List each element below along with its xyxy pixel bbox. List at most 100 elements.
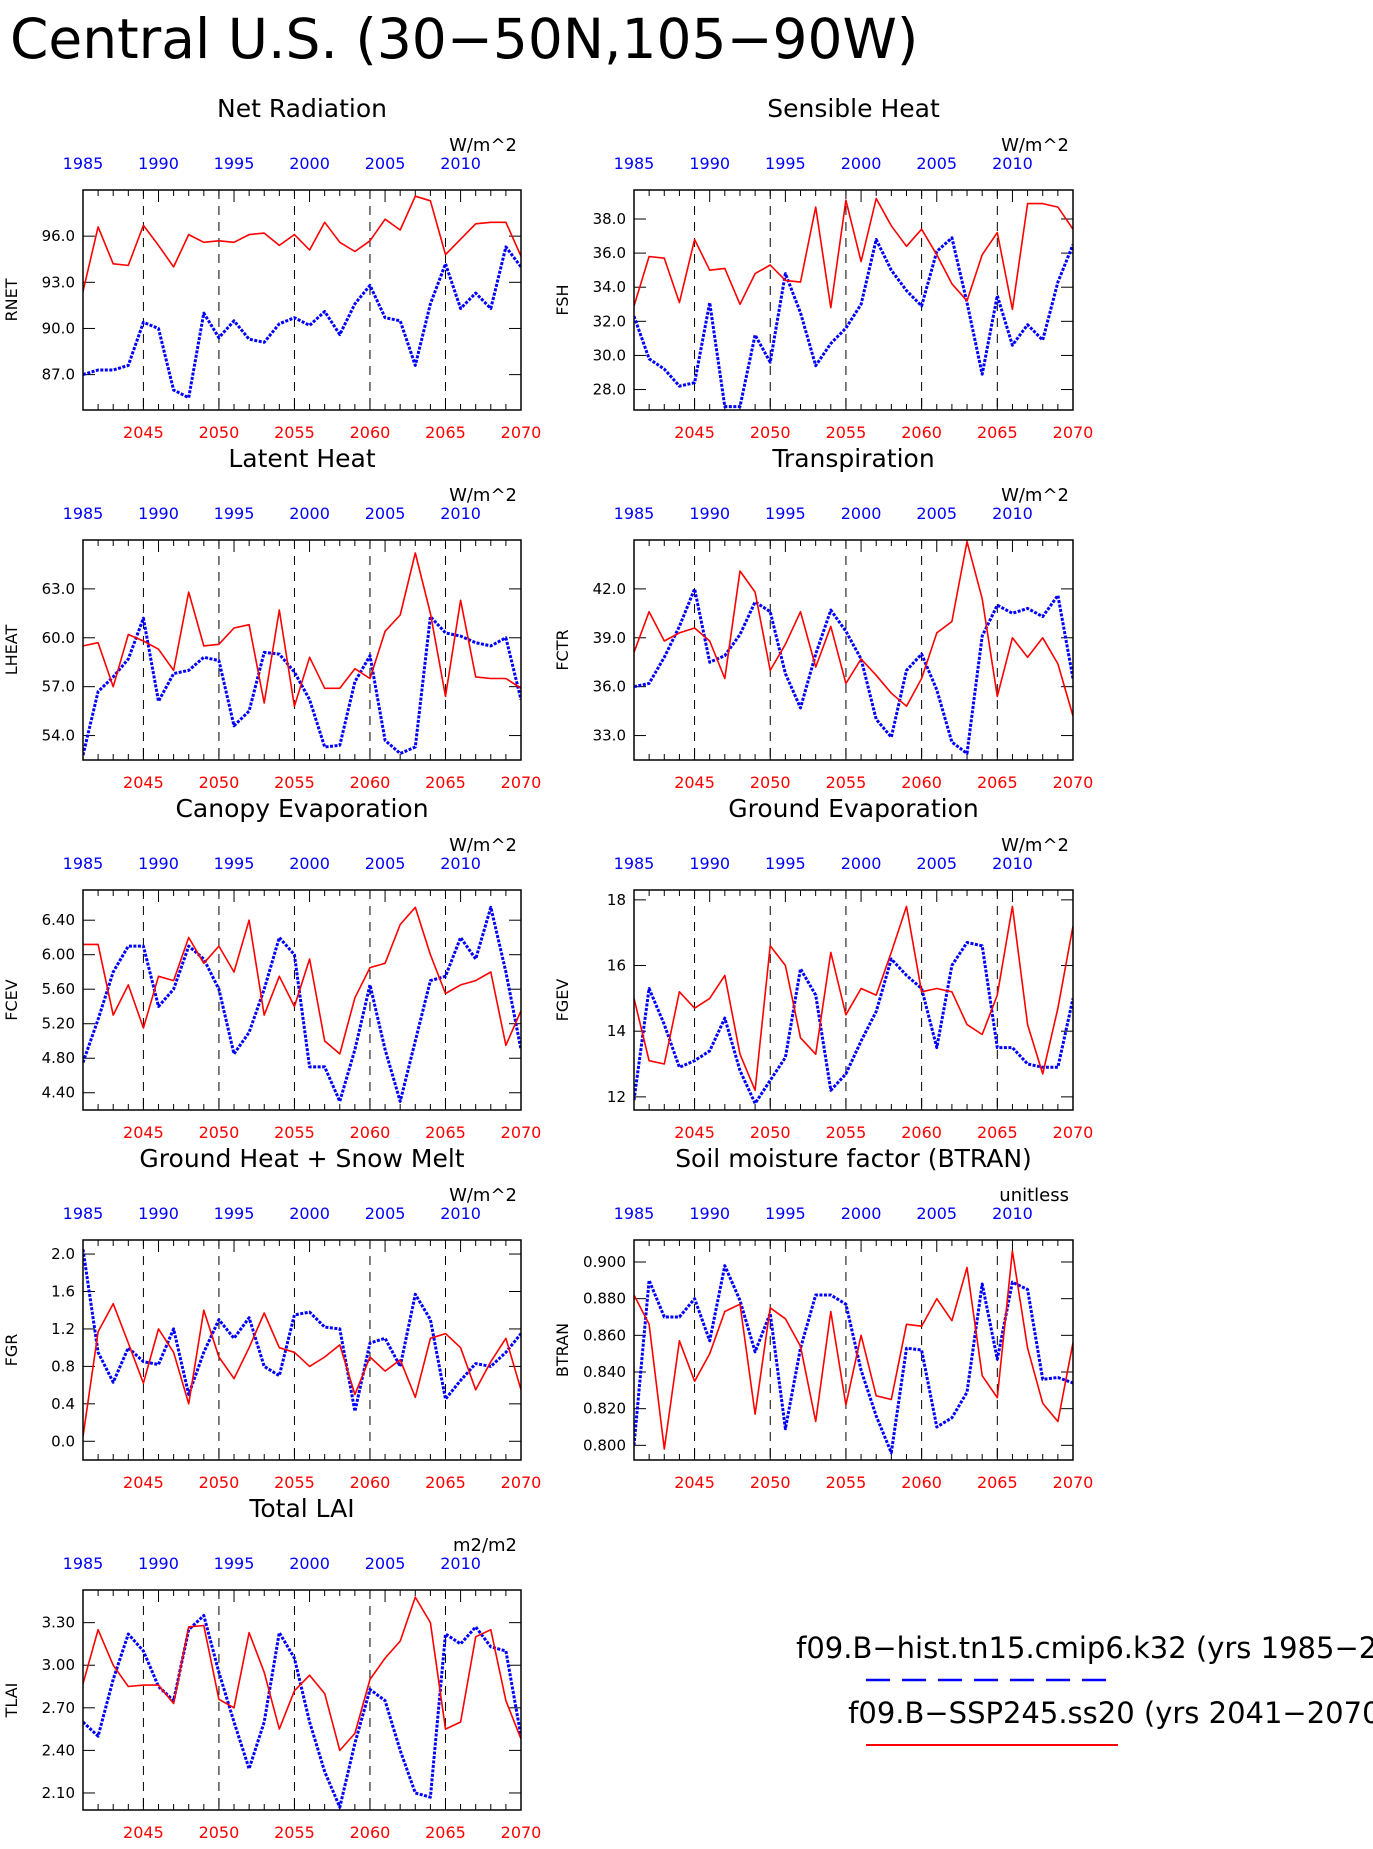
x-tick-label-future: 2055 [826, 773, 867, 792]
x-tick-label-future: 2065 [425, 1823, 466, 1842]
x-tick-label-future: 2060 [350, 423, 391, 442]
x-tick-label-historical: 2000 [289, 504, 330, 523]
panel-units: W/m^2 [1001, 835, 1069, 856]
x-tick-label-historical: 1995 [765, 504, 806, 523]
y-tick-label: 0.880 [583, 1290, 626, 1308]
x-tick-label-historical: 2005 [916, 154, 957, 173]
future-series-line [83, 552, 521, 708]
x-tick-label-historical: 1985 [63, 504, 104, 523]
x-tick-label-historical: 1995 [765, 1204, 806, 1223]
x-tick-label-historical: 2005 [916, 1204, 957, 1223]
panel-fctr: Transpiration W/m^2 FCTR 2045 2050 2055 2060 20… [553, 444, 1093, 792]
x-tick-label-future: 2060 [350, 1123, 391, 1142]
panel-rnet: Net Radiation W/m^2 RNET 2045 2050 2055 2060 20… [2, 94, 541, 442]
x-tick-label-historical: 2000 [841, 504, 882, 523]
x-tick-label-future: 2065 [425, 423, 466, 442]
y-tick-label: 6.40 [42, 911, 75, 929]
x-tick-label-historical: 2010 [992, 1204, 1033, 1223]
panel-units: W/m^2 [449, 135, 517, 156]
x-tick-label-future: 2065 [425, 773, 466, 792]
y-tick-label: 2.40 [42, 1741, 75, 1759]
x-tick-label-future: 2050 [199, 1123, 240, 1142]
x-tick-label-future: 2055 [274, 1123, 315, 1142]
main-title: Central U.S. (30−50N,105−90W) [10, 7, 918, 71]
y-tick-label: 32.0 [593, 312, 626, 330]
x-tick-label-future: 2070 [501, 1473, 542, 1492]
panel-lheat: Latent Heat W/m^2 LHEAT 2045 2050 2055 2060 206… [2, 444, 541, 792]
x-tick-label-future: 2045 [674, 773, 715, 792]
x-tick-label-future: 2055 [826, 1123, 867, 1142]
x-tick-label-future: 2070 [1053, 1123, 1094, 1142]
x-tick-label-future: 2065 [425, 1473, 466, 1492]
x-tick-label-historical: 2000 [841, 854, 882, 873]
y-tick-label: 0.4 [51, 1395, 75, 1413]
legend-future-label: f09.B−SSP245.ss20 (yrs 2041−2070) [848, 1696, 1373, 1730]
x-tick-label-future: 2065 [977, 423, 1018, 442]
x-tick-label-future: 2070 [1053, 423, 1094, 442]
panel-units: W/m^2 [449, 485, 517, 506]
x-tick-label-future: 2060 [901, 773, 942, 792]
x-tick-label-historical: 1985 [614, 854, 655, 873]
x-tick-label-future: 2050 [750, 1473, 791, 1492]
x-tick-label-future: 2065 [425, 1123, 466, 1142]
x-tick-label-historical: 1990 [689, 854, 730, 873]
panel-tlai: Total LAI m2/m2 TLAI 2045 2050 2055 2060 2065 20… [2, 1494, 541, 1842]
y-tick-label: 1.2 [51, 1320, 75, 1338]
x-tick-label-future: 2060 [350, 773, 391, 792]
x-tick-label-historical: 1995 [214, 1204, 255, 1223]
x-tick-label-historical: 1995 [765, 854, 806, 873]
x-tick-label-future: 2055 [274, 773, 315, 792]
y-tick-label: 0.860 [583, 1326, 626, 1344]
x-tick-label-future: 2065 [977, 1123, 1018, 1142]
x-tick-label-historical: 2005 [916, 504, 957, 523]
historical-series-line [634, 587, 1073, 755]
y-tick-label: 42.0 [593, 580, 626, 598]
x-tick-label-historical: 1990 [138, 154, 179, 173]
x-tick-label-historical: 2010 [440, 504, 481, 523]
y-tick-label: 63.0 [42, 580, 75, 598]
y-tick-label: 28.0 [593, 381, 626, 399]
y-axis-label: BTRAN [553, 1323, 572, 1377]
panel-fgev: Ground Evaporation W/m^2 FGEV 2045 2050 2055 2… [553, 794, 1093, 1142]
panel-units: unitless [999, 1185, 1069, 1206]
x-tick-label-historical: 2010 [440, 154, 481, 173]
y-tick-label: 0.820 [583, 1400, 626, 1418]
x-tick-label-future: 2045 [123, 423, 164, 442]
x-tick-label-future: 2070 [1053, 773, 1094, 792]
y-tick-label: 3.00 [42, 1656, 75, 1674]
y-tick-label: 18 [607, 891, 626, 909]
panel-title: Total LAI [248, 1494, 354, 1523]
y-tick-label: 12 [607, 1088, 626, 1106]
x-tick-label-historical: 1995 [765, 154, 806, 173]
x-tick-label-future: 2050 [199, 423, 240, 442]
legend-historical-label: f09.B−hist.tn15.cmip6.k32 (yrs 1985−2014… [796, 1631, 1373, 1665]
y-tick-label: 0.840 [583, 1363, 626, 1381]
x-tick-label-future: 2055 [826, 1473, 867, 1492]
x-tick-label-historical: 1990 [689, 504, 730, 523]
y-tick-label: 57.0 [42, 678, 75, 696]
x-tick-label-historical: 2005 [916, 854, 957, 873]
future-series-line [83, 195, 521, 292]
y-tick-label: 87.0 [42, 366, 75, 384]
x-tick-label-historical: 1990 [689, 1204, 730, 1223]
y-tick-label: 5.20 [42, 1015, 75, 1033]
x-tick-label-historical: 1990 [138, 854, 179, 873]
y-tick-label: 2.10 [42, 1784, 75, 1802]
x-tick-label-future: 2055 [826, 423, 867, 442]
plot-frame [82, 889, 522, 1111]
plot-frame [633, 1239, 1074, 1461]
panel-fgr: Ground Heat + Snow Melt W/m^2 FGR 2045 2050 2… [2, 1144, 541, 1492]
x-tick-label-historical: 2000 [289, 1204, 330, 1223]
plot-frame [82, 1239, 522, 1461]
plot-frame [633, 189, 1074, 411]
x-tick-label-future: 2050 [199, 773, 240, 792]
panel-btran: Soil moisture factor (BTRAN) unitless BTRA… [553, 1144, 1093, 1492]
panel-units: W/m^2 [1001, 485, 1069, 506]
historical-series-line [83, 1249, 521, 1413]
x-tick-label-historical: 1995 [214, 504, 255, 523]
y-axis-label: TLAI [2, 1683, 21, 1719]
panel-title: Net Radiation [217, 94, 387, 123]
y-axis-label: LHEAT [2, 625, 21, 676]
x-tick-label-future: 2055 [274, 1473, 315, 1492]
